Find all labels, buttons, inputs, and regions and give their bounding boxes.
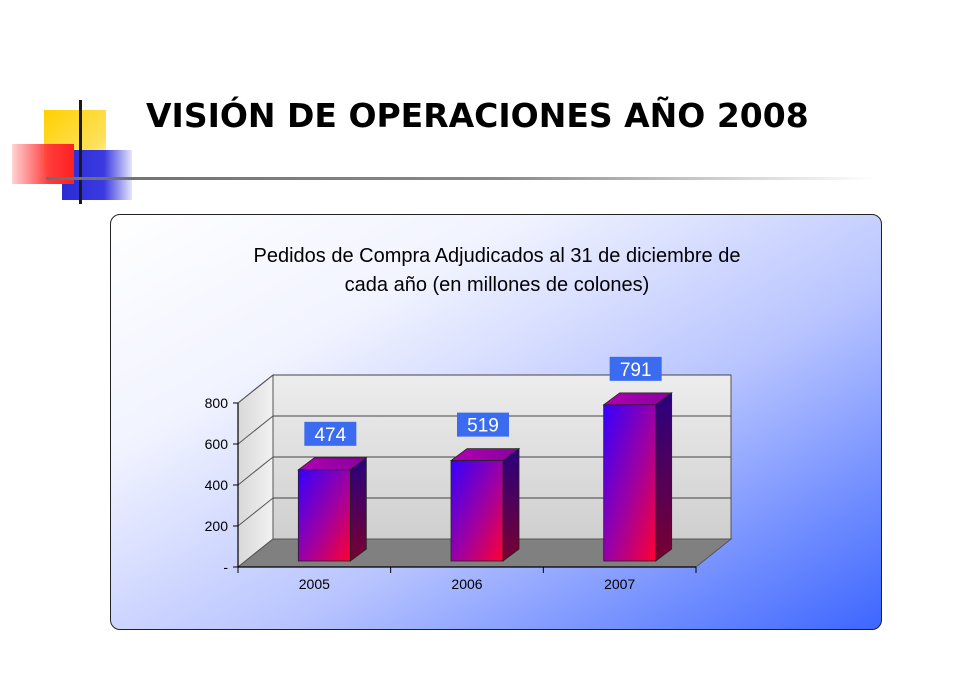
x-tick-label: 2006	[451, 576, 482, 592]
y-tick-label: 200	[205, 518, 229, 534]
chart-title-line-1: Pedidos de Compra Adjudicados al 31 de d…	[254, 245, 741, 267]
x-tick-label: 2007	[604, 576, 635, 592]
bar-side	[349, 457, 367, 562]
gridline-side-800	[237, 374, 274, 404]
chart-title-line-2: cada año (en millones de colones)	[345, 274, 650, 296]
y-tick-label: 600	[205, 436, 229, 452]
bar-front	[450, 460, 504, 562]
data-label-box	[304, 421, 357, 446]
bar-side	[655, 392, 673, 562]
bar-front	[297, 469, 351, 562]
y-tick-label: 800	[205, 395, 229, 411]
y-tick-label: 400	[205, 477, 229, 493]
data-label-box	[457, 412, 509, 437]
data-label: 519	[467, 416, 499, 437]
gridline-side-600	[237, 415, 274, 445]
bar-2005	[297, 457, 368, 562]
gridline-side-400	[237, 456, 274, 486]
data-label: 791	[620, 360, 652, 381]
gridline-side-200	[237, 497, 274, 527]
slide-title: VISIÓN DE OPERACIONES AÑO 2008	[146, 96, 809, 135]
title-underline	[46, 177, 876, 180]
bar-2007	[602, 392, 673, 562]
bar-chart: Pedidos de Compra Adjudicados al 31 de d…	[205, 245, 741, 592]
bar-2006	[449, 447, 521, 562]
chart-panel: Pedidos de Compra Adjudicados al 31 de d…	[110, 214, 882, 630]
bar-front	[603, 404, 657, 562]
deco-vertical-line	[79, 100, 82, 204]
x-tick-label: 2005	[299, 576, 330, 592]
data-label-box	[609, 356, 662, 381]
data-label: 474	[314, 425, 346, 446]
y-tick-label: -	[223, 559, 228, 575]
bar-side	[502, 447, 520, 562]
